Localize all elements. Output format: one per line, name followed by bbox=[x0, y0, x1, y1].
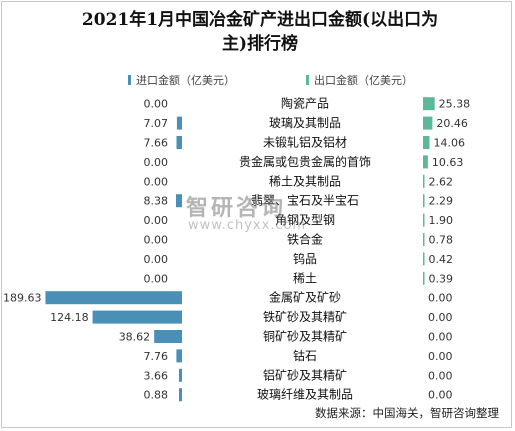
category-label: 未锻轧铝及铝材 bbox=[263, 135, 347, 150]
import-value-label: 0.00 bbox=[144, 214, 169, 227]
export-value-label: 14.06 bbox=[433, 137, 465, 150]
export-bar bbox=[423, 116, 433, 130]
export-value-label: 20.46 bbox=[436, 117, 468, 130]
export-value-label: 2.29 bbox=[429, 195, 454, 208]
category-label: 铝矿砂及其精矿 bbox=[263, 367, 347, 382]
export-bar bbox=[423, 174, 425, 188]
import-value-label: 7.66 bbox=[144, 137, 169, 150]
watermark-logo: 智研咨询 bbox=[186, 196, 287, 221]
import-value-label: 0.00 bbox=[144, 272, 169, 285]
export-value-label: 0.00 bbox=[428, 292, 453, 305]
export-value-label: 0.42 bbox=[429, 253, 454, 266]
import-bar bbox=[45, 291, 182, 305]
chart-title-line2: 主)排行榜 bbox=[221, 34, 299, 54]
category-label: 钨品 bbox=[293, 251, 317, 266]
import-bar bbox=[175, 194, 182, 208]
category-label: 钴石 bbox=[293, 348, 317, 363]
import-value-label: 8.38 bbox=[144, 195, 169, 208]
export-bar bbox=[423, 136, 430, 149]
export-bar bbox=[423, 97, 435, 111]
import-value-label: 189.63 bbox=[3, 292, 42, 305]
export-value-label: 0.00 bbox=[428, 311, 453, 324]
export-bar bbox=[423, 271, 425, 285]
export-value-label: 10.63 bbox=[432, 156, 464, 169]
import-bar bbox=[176, 349, 182, 363]
export-value-label: 0.00 bbox=[428, 331, 453, 344]
export-value-label: 25.38 bbox=[439, 98, 471, 111]
chart-title-line1: 2021年1月中国冶金矿产进出口金额(以出口为 bbox=[81, 10, 439, 30]
category-label: 陶瓷产品 bbox=[281, 96, 329, 111]
export-value-label: 0.00 bbox=[428, 369, 453, 382]
chart-title: 2021年1月中国冶金矿产进出口金额(以出口为 主)排行榜 bbox=[40, 8, 480, 56]
import-value-label: 0.00 bbox=[144, 234, 169, 247]
import-bar bbox=[154, 330, 182, 343]
legend-import-swatch bbox=[128, 75, 131, 85]
import-value-label: 0.00 bbox=[144, 98, 169, 111]
category-label: 金属矿及矿砂 bbox=[269, 290, 341, 305]
import-value-label: 124.18 bbox=[50, 311, 89, 324]
category-label: 铁合金 bbox=[287, 232, 323, 247]
category-label: 铜矿砂及其精矿 bbox=[263, 329, 347, 344]
category-label: 玻璃纤维及其制品 bbox=[257, 388, 353, 402]
export-value-label: 0.00 bbox=[428, 350, 453, 363]
export-value-label: 2.62 bbox=[429, 175, 454, 188]
import-value-label: 3.66 bbox=[144, 369, 169, 382]
import-value-label: 38.62 bbox=[119, 331, 151, 344]
import-value-label: 7.76 bbox=[144, 350, 169, 363]
watermark-url: www.chyxx.com bbox=[188, 218, 307, 233]
import-value-label: 0.00 bbox=[144, 253, 169, 266]
category-label: 角钢及型钢 bbox=[275, 213, 335, 227]
export-value-label: 0.39 bbox=[429, 272, 454, 285]
legend-export-swatch bbox=[306, 75, 309, 85]
export-value-label: 0.00 bbox=[428, 389, 453, 402]
import-value-label: 7.07 bbox=[144, 117, 169, 130]
export-bar bbox=[423, 233, 425, 246]
import-value-label: 0.00 bbox=[144, 156, 169, 169]
category-label: 贵金属或包贵金属的首饰 bbox=[239, 154, 371, 169]
category-label: 玻璃及其制品 bbox=[269, 116, 341, 130]
legend-import-label: 进口金额（亿美元） bbox=[136, 74, 235, 87]
import-bar bbox=[176, 136, 182, 149]
category-label: 稀土及其制品 bbox=[269, 174, 341, 188]
legend-export: 出口金额（亿美元） bbox=[306, 72, 413, 88]
import-bar bbox=[179, 388, 182, 402]
export-bar bbox=[423, 194, 425, 208]
import-bar bbox=[179, 368, 182, 382]
export-value-label: 0.78 bbox=[429, 234, 454, 247]
legend-import: 进口金额（亿美元） bbox=[128, 72, 235, 88]
legend-export-label: 出口金额（亿美元） bbox=[314, 74, 413, 87]
import-bar bbox=[92, 310, 182, 324]
category-label: 翡翠、宝石及半宝石 bbox=[251, 194, 359, 208]
export-value-label: 1.90 bbox=[429, 214, 454, 227]
export-bar bbox=[423, 213, 425, 227]
import-value-label: 0.00 bbox=[144, 175, 169, 188]
category-label: 铁矿砂及其精矿 bbox=[263, 310, 347, 324]
import-bar bbox=[176, 116, 182, 130]
category-label: 稀土 bbox=[293, 271, 317, 285]
export-bar bbox=[423, 252, 425, 266]
export-bar bbox=[423, 155, 428, 169]
import-value-label: 0.88 bbox=[144, 389, 169, 402]
source-note: 数据来源：中国海关，智研咨询整理 bbox=[315, 406, 499, 420]
